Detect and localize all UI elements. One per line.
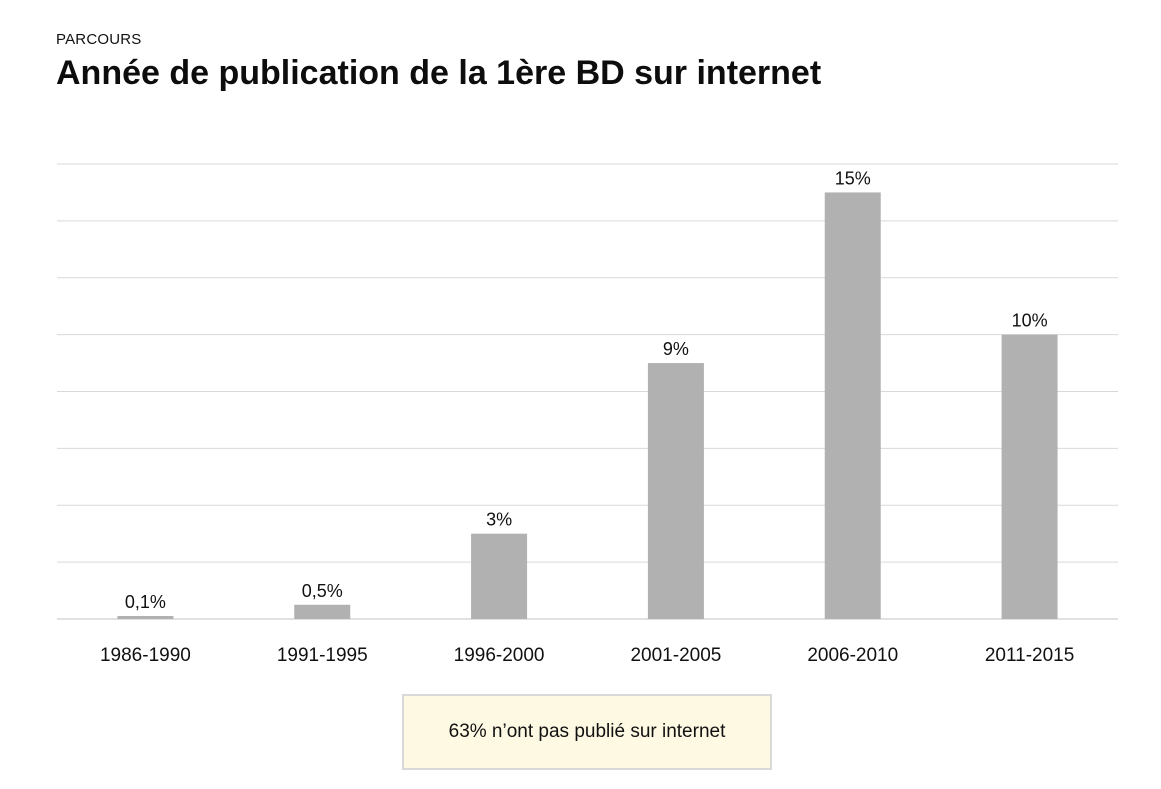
bar [294, 604, 351, 619]
x-tick-label: 2001-2005 [630, 645, 721, 666]
data-label: 10% [1012, 311, 1048, 331]
data-label: 3% [486, 510, 512, 530]
chart-title: Année de publication de la 1ère BD sur i… [56, 54, 822, 92]
data-label: 0,5% [302, 581, 343, 601]
bar [471, 533, 528, 619]
bar [647, 363, 704, 619]
note-text: 63% n’ont pas publié sur internet [448, 721, 726, 742]
chart-kicker: PARCOURS [56, 31, 142, 48]
bar [1001, 334, 1058, 619]
bar [824, 192, 881, 619]
x-tick-label: 1996-2000 [454, 645, 545, 666]
note-box: 63% n’ont pas publié sur internet [402, 694, 772, 770]
data-label: 0,1% [125, 592, 166, 612]
x-tick-label: 2006-2010 [807, 645, 898, 666]
x-tick-label: 1991-1995 [277, 645, 368, 666]
data-label: 15% [835, 168, 871, 188]
x-tick-label: 1986-1990 [100, 645, 191, 666]
bar [117, 616, 174, 619]
x-tick-label: 2011-2015 [985, 645, 1074, 666]
data-label: 9% [663, 339, 689, 359]
